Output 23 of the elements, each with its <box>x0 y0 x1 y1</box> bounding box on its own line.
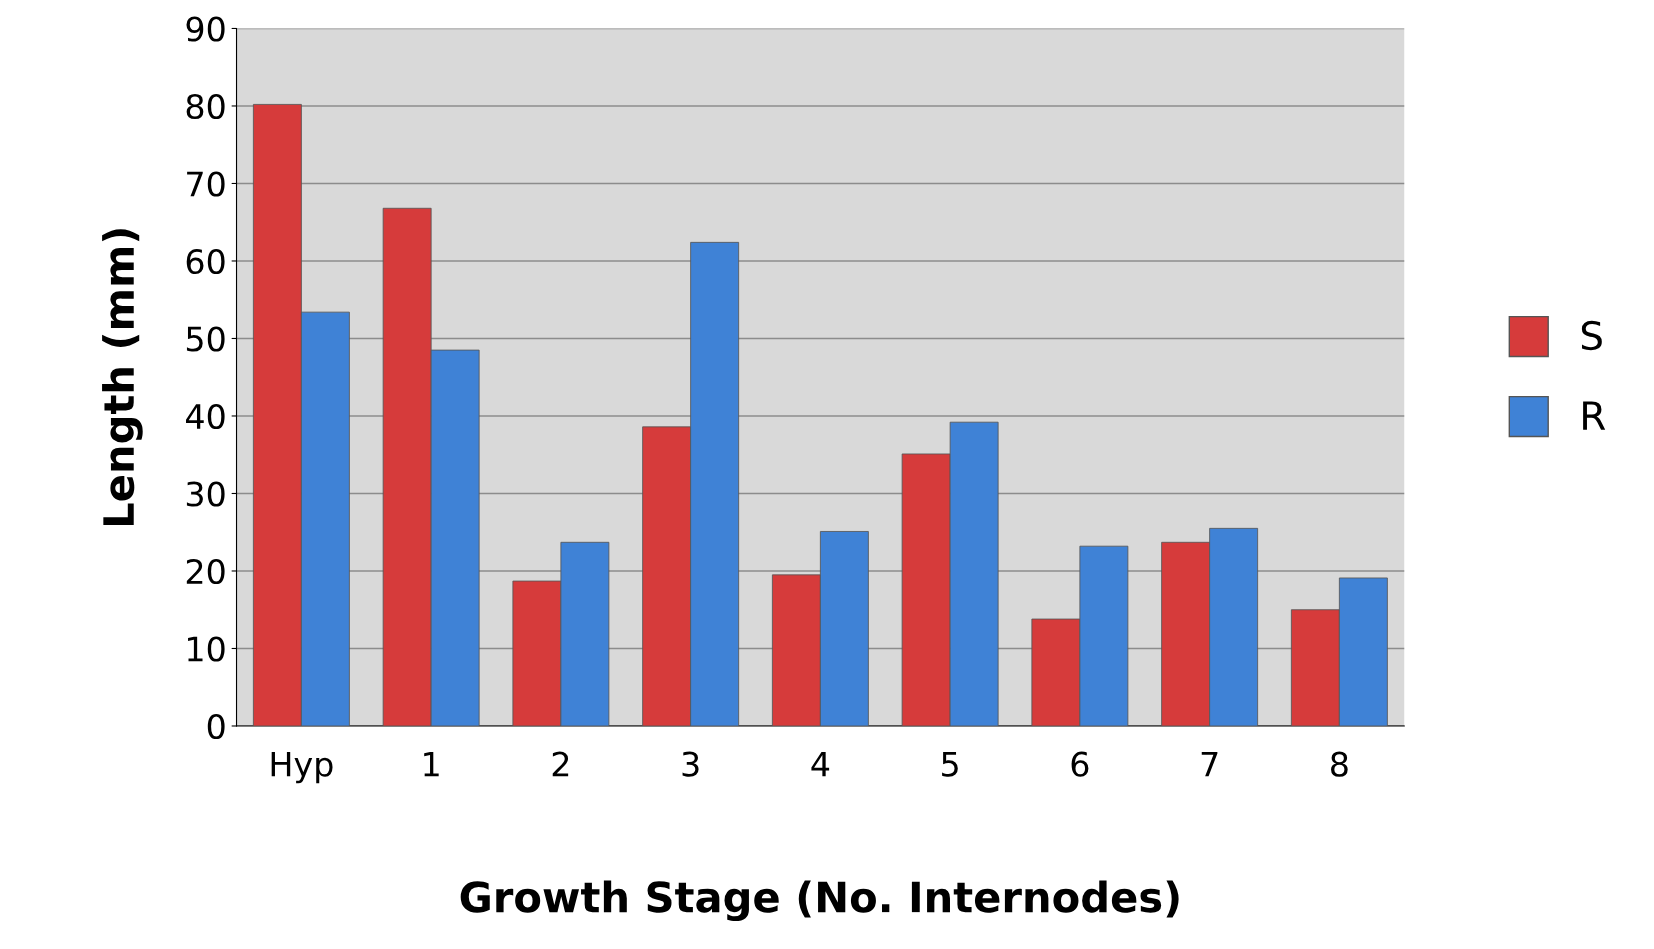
x-axis-title: Growth Stage (No. Internodes) <box>460 880 1179 922</box>
y-tick-label: 80 <box>186 93 225 120</box>
x-tick-label: 3 <box>682 751 699 777</box>
x-tick-label: Hyp <box>271 752 333 784</box>
y-tick-label: 60 <box>186 248 225 275</box>
y-tick-label: 50 <box>186 326 225 352</box>
y-tick-label: 30 <box>186 481 225 507</box>
y-tick-label: 0 <box>207 713 225 740</box>
y-tick-label: 70 <box>187 171 225 197</box>
y-tick-label: 20 <box>186 558 225 585</box>
x-tick-label: 8 <box>1331 751 1348 777</box>
legend-label: S <box>1581 320 1602 351</box>
x-tick-label: 6 <box>1071 751 1089 777</box>
legend-label: R <box>1583 401 1606 430</box>
y-tick-label: 90 <box>186 16 225 42</box>
y-axis-title: Length (mm) <box>102 229 143 526</box>
x-tick-label: 7 <box>1201 752 1218 777</box>
x-tick-label: 2 <box>552 751 569 777</box>
y-tick-label: 10 <box>188 636 225 662</box>
y-tick-label: 40 <box>186 403 225 430</box>
x-tick-label: 1 <box>424 752 439 777</box>
x-tick-label: 4 <box>811 752 830 777</box>
x-tick-label: 5 <box>942 752 958 777</box>
